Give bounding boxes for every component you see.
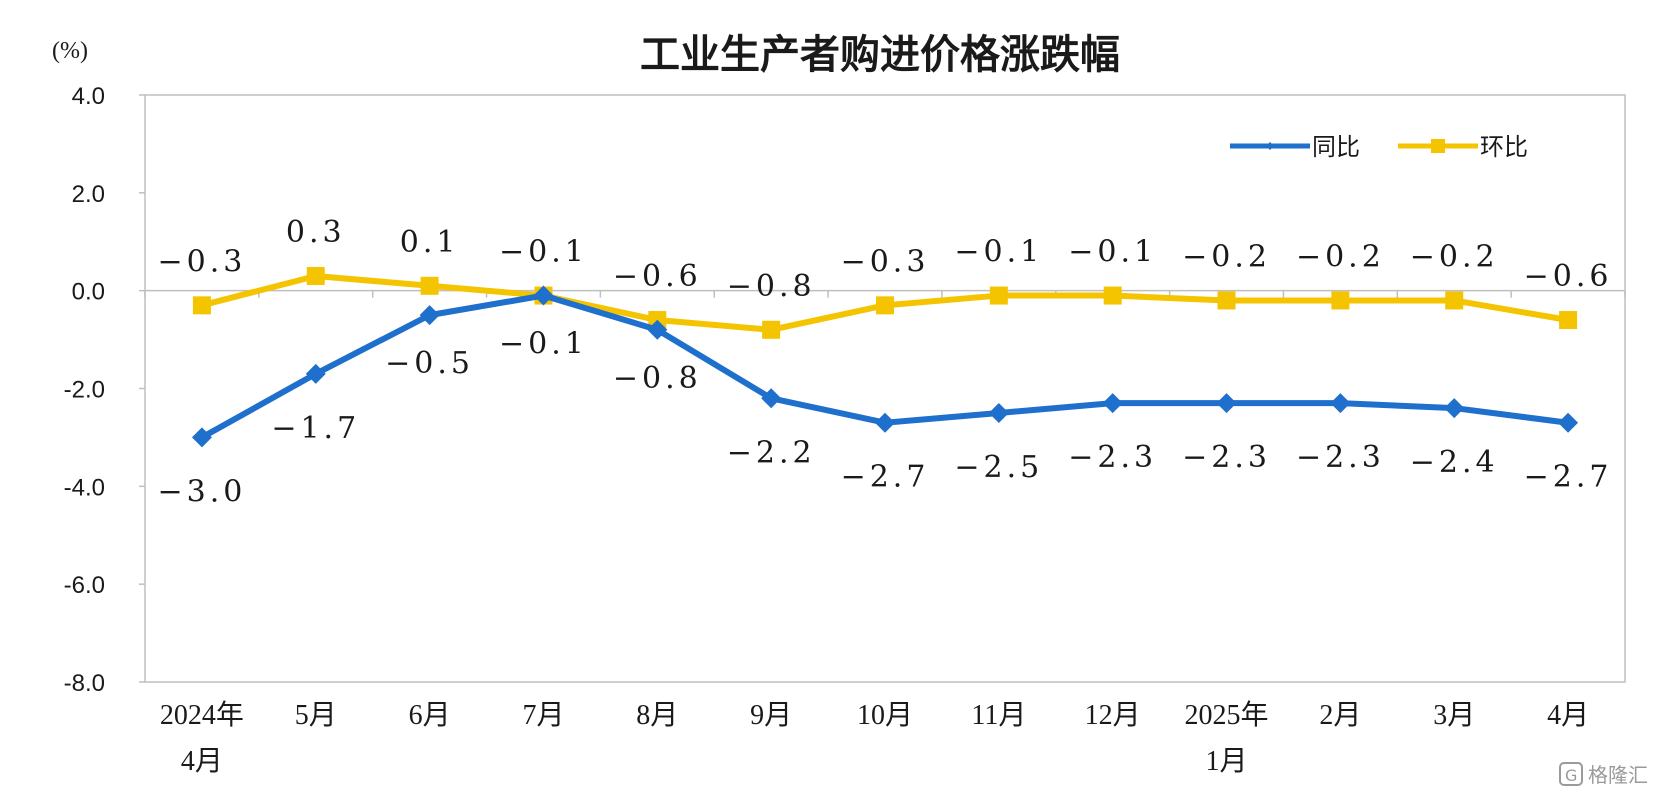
data-label: −2.3 <box>1182 440 1271 475</box>
y-tick-label: -6.0 <box>64 572 105 599</box>
data-label: −0.1 <box>499 235 588 270</box>
x-tick-label: 2024年 <box>160 699 244 731</box>
gelonghui-logo-icon <box>1559 762 1583 786</box>
data-label: −0.1 <box>499 327 588 362</box>
data-point <box>1103 286 1122 305</box>
y-tick-label: -4.0 <box>64 474 105 501</box>
data-label: −2.3 <box>1068 440 1157 475</box>
data-point <box>1330 393 1351 414</box>
data-label: −2.7 <box>841 460 930 495</box>
data-point <box>1331 291 1350 310</box>
x-tick-label: 2月 <box>1319 700 1361 731</box>
data-point <box>305 363 326 384</box>
y-tick-label: -8.0 <box>64 670 105 697</box>
data-point <box>1216 393 1237 414</box>
data-label: −2.5 <box>954 450 1043 485</box>
data-point <box>762 320 781 339</box>
watermark: G 格隆汇 <box>1559 762 1648 787</box>
chart-title: 工业生产者购进价格涨跌幅 <box>640 32 1120 78</box>
data-point <box>420 276 439 295</box>
gelonghui-logo-glyph: G <box>1565 766 1577 785</box>
data-point <box>876 296 894 315</box>
data-label: −2.4 <box>1410 445 1499 480</box>
x-tick-label: 4月 <box>181 746 223 777</box>
data-label: −0.2 <box>1296 239 1385 274</box>
data-label: 0.1 <box>400 225 460 260</box>
x-tick-label: 5月 <box>295 700 337 731</box>
data-point <box>989 286 1008 305</box>
x-tick-label: 6月 <box>409 700 451 731</box>
plot-area <box>144 94 1626 683</box>
data-labels: −3.0 −1.7 −0.5 −0.1 −0.8 −2.2 −2.7 −2.5 −2.3 −2.3… <box>157 215 1613 509</box>
data-label: −0.6 <box>1524 259 1613 294</box>
x-tick-label: 10月 <box>857 700 913 731</box>
data-label: −0.8 <box>727 269 816 304</box>
x-tick-label: 2025年 <box>1185 699 1269 731</box>
y-tick-label: 0.0 <box>72 279 105 306</box>
data-point <box>306 266 325 285</box>
legend: 同比 环比 <box>1230 133 1528 161</box>
data-label: −0.2 <box>1410 239 1499 274</box>
data-label: −0.1 <box>1068 235 1157 270</box>
data-point <box>419 305 440 326</box>
x-tick-label: 11月 <box>971 700 1026 731</box>
data-label: −0.3 <box>157 244 246 279</box>
data-label: −2.2 <box>727 435 816 470</box>
data-point <box>1558 412 1579 433</box>
data-point <box>191 427 212 448</box>
x-tick-label: 12月 <box>1085 700 1141 731</box>
data-label: −0.1 <box>954 235 1043 270</box>
data-point <box>1102 393 1123 414</box>
watermark-text: 格隆汇 <box>1588 763 1648 787</box>
data-label: −0.3 <box>841 244 930 279</box>
legend-label: 同比 <box>1312 133 1360 161</box>
legend-label: 环比 <box>1480 133 1528 161</box>
x-axis: 2024年 4月 5月 6月 7月 8月 9月 10月 11月 12月 2025年 1月 2月 3月 4月 <box>144 289 1626 777</box>
x-tick-label: 4月 <box>1547 700 1589 731</box>
data-point <box>761 388 782 409</box>
data-point <box>1445 291 1464 310</box>
y-tick-label: 4.0 <box>72 83 105 110</box>
data-point <box>875 412 895 433</box>
data-point <box>988 402 1009 423</box>
data-point <box>1559 311 1578 330</box>
data-label: −0.2 <box>1182 239 1271 274</box>
y-axis: 4.0 2.0 0.0 -2.0 -4.0 -6.0 -8.0 <box>64 83 145 697</box>
data-point <box>533 285 554 306</box>
data-label: −0.5 <box>385 346 474 381</box>
data-label: −0.6 <box>613 259 702 294</box>
data-label: 0.3 <box>286 215 346 250</box>
data-point <box>192 296 211 315</box>
legend-marker <box>1266 142 1274 150</box>
x-tick-label: 9月 <box>750 700 792 731</box>
x-tick-label: 7月 <box>522 700 564 731</box>
data-label: −2.7 <box>1524 460 1613 495</box>
data-point <box>647 319 668 340</box>
y-tick-label: -2.0 <box>64 377 105 404</box>
data-label: −3.0 <box>157 474 246 509</box>
y-tick-label: 2.0 <box>72 181 105 208</box>
x-tick-label: 1月 <box>1206 746 1248 777</box>
x-tick-label: 8月 <box>636 700 678 731</box>
data-label: −0.8 <box>613 361 702 396</box>
data-point <box>1444 398 1465 419</box>
data-point <box>1217 291 1236 310</box>
x-tick-label: 3月 <box>1433 700 1475 731</box>
data-label: −2.3 <box>1296 440 1385 475</box>
legend-marker <box>1431 139 1445 153</box>
series-layer <box>191 266 1579 448</box>
data-label: −1.7 <box>271 411 360 446</box>
y-unit-label: (%) <box>52 38 88 64</box>
